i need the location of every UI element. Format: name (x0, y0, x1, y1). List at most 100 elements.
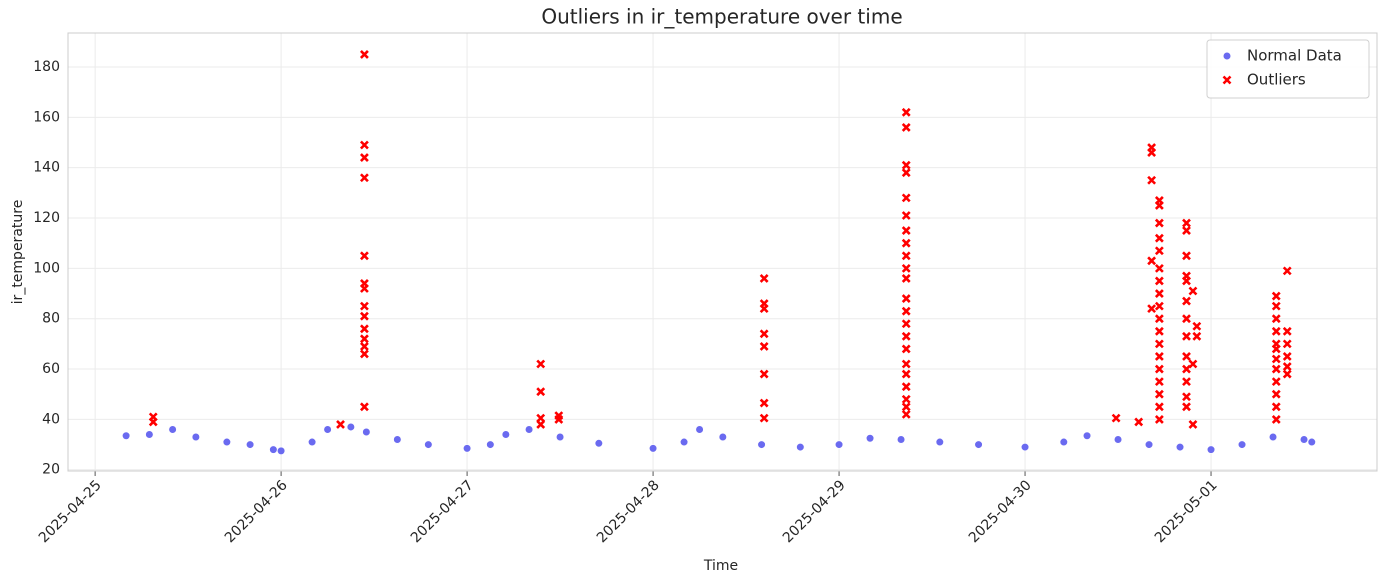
data-point (501, 430, 510, 439)
outlier-point (1182, 402, 1191, 412)
outlier-point (1282, 339, 1292, 349)
outlier-point (901, 344, 911, 354)
outlier-point (1271, 414, 1281, 424)
data-point (1020, 442, 1030, 452)
outlier-point (901, 319, 911, 329)
outlier-point (1282, 369, 1292, 379)
y-tick-label: 120 (33, 210, 60, 226)
x-tick-label: 2025-04-27 (408, 477, 477, 546)
outlier-point (1271, 377, 1281, 387)
data-point (1144, 440, 1154, 449)
outlier-point (359, 251, 369, 261)
outlier-point (1147, 148, 1157, 157)
outlier-point (1154, 263, 1164, 273)
outlier-point (1182, 251, 1191, 261)
x-tick-label: 2025-04-26 (222, 477, 291, 546)
data-point (222, 437, 231, 447)
data-point (122, 431, 131, 440)
data-point (308, 437, 317, 447)
outlier-point (1182, 331, 1191, 341)
data-point (974, 440, 983, 449)
y-tick-label: 60 (42, 361, 60, 377)
data-point (246, 440, 255, 449)
outlier-point (901, 382, 911, 392)
outlier-point (759, 274, 769, 283)
outlier-point (901, 409, 911, 419)
outlier-point (359, 140, 369, 150)
outlier-point (1154, 276, 1164, 286)
plot-frame (67, 32, 1378, 472)
data-point (424, 440, 433, 449)
outlier-point (359, 324, 369, 334)
x-axis-label: Time (703, 558, 738, 574)
outlier-point (901, 402, 911, 412)
data-point (1082, 431, 1092, 440)
data-point (362, 427, 371, 437)
outlier-point (901, 369, 911, 379)
data-point (191, 432, 200, 442)
outlier-point (336, 420, 345, 429)
outlier-point (901, 263, 911, 273)
outlier-point (554, 414, 564, 424)
outlier-point (901, 238, 911, 248)
outlier-point (1188, 359, 1198, 369)
data-point (462, 444, 472, 453)
outlier-point (759, 329, 769, 339)
legend-label: Outliers (1247, 71, 1306, 89)
outlier-point (1182, 377, 1191, 387)
outlier-point (1271, 344, 1281, 354)
data-point (524, 425, 534, 434)
outlier-point (1271, 326, 1281, 336)
data-point (1113, 435, 1123, 444)
outlier-point (1154, 389, 1164, 399)
outlier-point (1147, 175, 1157, 185)
data-point (1237, 440, 1247, 449)
legend-box (1206, 39, 1370, 99)
y-tick-label: 180 (33, 59, 60, 75)
outlier-point (359, 334, 369, 344)
data-point (757, 440, 766, 449)
data-point (346, 422, 355, 432)
outlier-point (1154, 352, 1164, 361)
outlier-point (1154, 233, 1164, 243)
data-point (1059, 437, 1068, 447)
outlier-point (359, 153, 369, 163)
outlier-point (901, 251, 911, 261)
y-axis-label: ir_temperature (10, 200, 26, 305)
outlier-point (359, 349, 369, 359)
data-point (323, 425, 332, 434)
outlier-point (1147, 304, 1157, 314)
outlier-point (1271, 402, 1281, 412)
outlier-point (359, 311, 369, 321)
outlier-point (359, 341, 369, 351)
outlier-point (148, 417, 158, 427)
outlier-point (901, 274, 911, 283)
outlier-point (359, 402, 369, 412)
outlier-point (1271, 314, 1281, 324)
outlier-point (901, 359, 911, 369)
outlier-point (901, 107, 911, 117)
outlier-point (901, 294, 911, 303)
data-point (393, 435, 402, 444)
outlier-point (1182, 352, 1191, 361)
data-point (718, 432, 727, 442)
x-tick-label: 2025-04-30 (966, 477, 1035, 546)
outlier-point (1147, 256, 1157, 266)
y-tick-label: 80 (42, 311, 60, 327)
data-point (555, 432, 565, 442)
outlier-point (1154, 301, 1164, 311)
outlier-point (901, 193, 911, 203)
outlier-point (536, 387, 546, 397)
outlier-point (1282, 352, 1292, 361)
data-point (1206, 445, 1216, 454)
outlier-point (901, 122, 911, 132)
x-tick-label: 2025-04-25 (36, 477, 105, 546)
outlier-point (901, 226, 911, 236)
data-point (695, 425, 704, 434)
legend-marker (1222, 75, 1232, 85)
data-point (1175, 442, 1185, 452)
y-tick-label: 160 (33, 109, 60, 125)
outlier-point (1182, 276, 1191, 286)
outlier-point (901, 394, 911, 404)
